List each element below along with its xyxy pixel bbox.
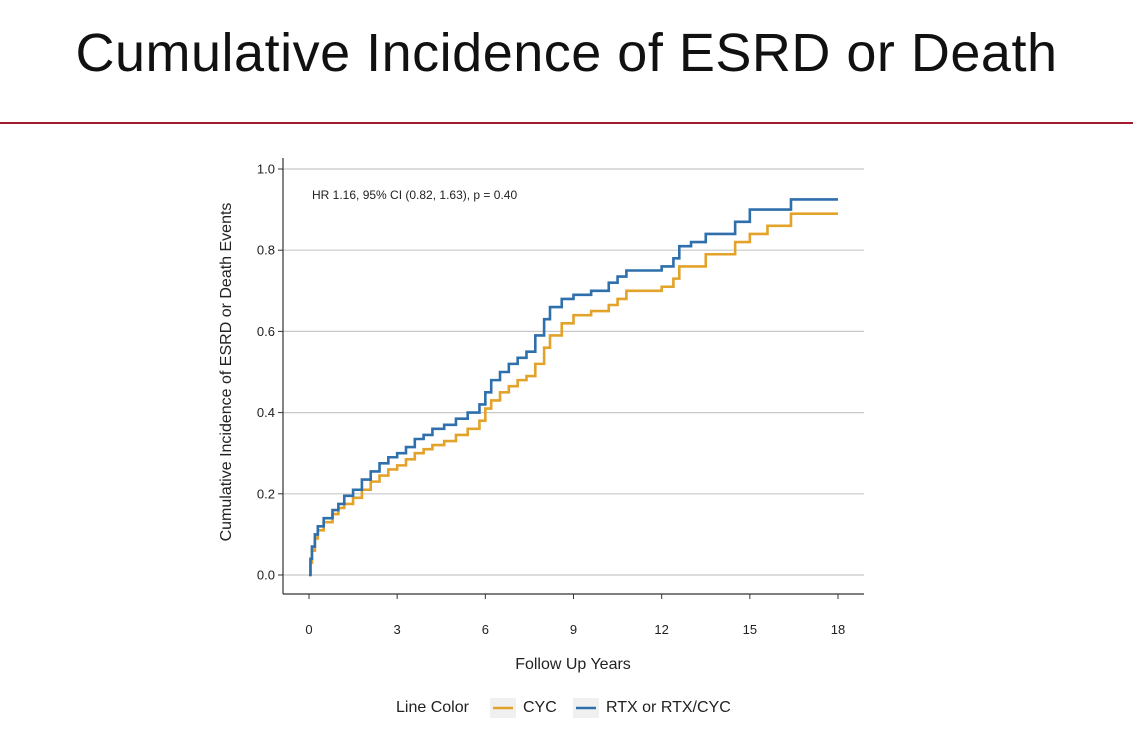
series-lines bbox=[309, 198, 838, 577]
x-tick-label: 12 bbox=[654, 622, 668, 637]
y-tick-label: 1.0 bbox=[257, 162, 275, 177]
x-tick-label: 9 bbox=[570, 622, 577, 637]
x-tick-label: 6 bbox=[482, 622, 489, 637]
hazard-ratio-annotation: HR 1.16, 95% CI (0.82, 1.63), p = 0.40 bbox=[312, 188, 517, 202]
axes bbox=[278, 158, 864, 599]
legend-label-0: CYC bbox=[523, 699, 557, 716]
y-tick-label: 0.0 bbox=[257, 568, 275, 583]
x-tick-label: 3 bbox=[394, 622, 401, 637]
gridlines bbox=[283, 168, 864, 576]
series-line-1 bbox=[309, 198, 838, 577]
y-tick-label: 0.2 bbox=[257, 486, 275, 501]
title-divider bbox=[0, 122, 1133, 124]
legend-label-1: RTX or RTX/CYC bbox=[606, 699, 731, 716]
y-tick-label: 0.6 bbox=[257, 324, 275, 339]
series-line-0 bbox=[309, 212, 838, 577]
x-tick-label: 18 bbox=[831, 622, 845, 637]
x-tick-label: 15 bbox=[743, 622, 757, 637]
x-axis-label: Follow Up Years bbox=[515, 656, 631, 673]
y-axis-label: Cumulative Incidence of ESRD or Death Ev… bbox=[218, 203, 235, 542]
legend-title: Line Color bbox=[396, 699, 470, 716]
y-tick-label: 0.4 bbox=[257, 405, 275, 420]
slide-title: Cumulative Incidence of ESRD or Death bbox=[75, 23, 1058, 83]
tick-labels: 0.0 0.2 0.4 0.6 0.8 1.0 0 3 6 9 12 15 18 bbox=[257, 162, 845, 638]
x-tick-label: 0 bbox=[305, 622, 312, 637]
legend: Line Color CYC RTX or RTX/CYC bbox=[396, 698, 731, 718]
y-tick-label: 0.8 bbox=[257, 243, 275, 258]
